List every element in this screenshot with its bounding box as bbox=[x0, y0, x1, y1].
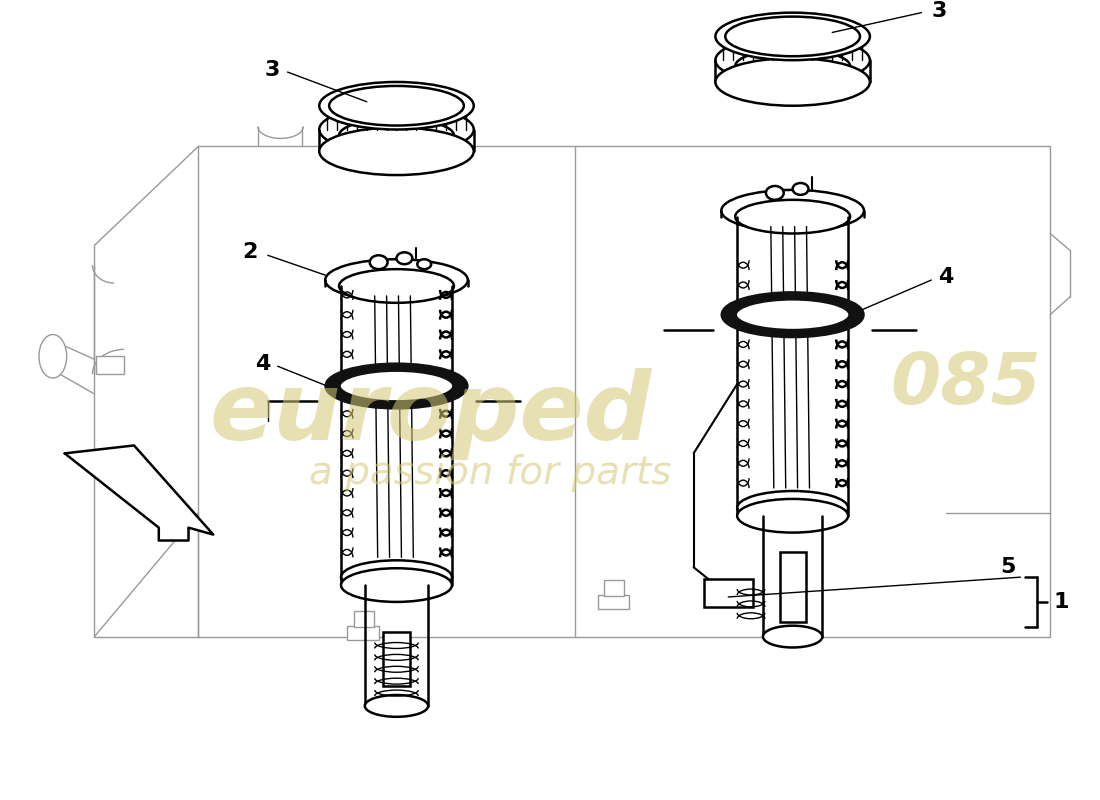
Polygon shape bbox=[65, 446, 213, 541]
Ellipse shape bbox=[319, 82, 474, 130]
Bar bbox=[346, 626, 378, 639]
Ellipse shape bbox=[722, 190, 864, 231]
Ellipse shape bbox=[715, 13, 870, 60]
Ellipse shape bbox=[339, 269, 454, 303]
Ellipse shape bbox=[339, 370, 454, 402]
Text: 4: 4 bbox=[938, 267, 954, 287]
Ellipse shape bbox=[735, 299, 850, 330]
Ellipse shape bbox=[735, 299, 850, 330]
Ellipse shape bbox=[326, 259, 468, 301]
Ellipse shape bbox=[737, 499, 848, 533]
Bar bbox=[605, 580, 625, 596]
Ellipse shape bbox=[417, 259, 431, 269]
Ellipse shape bbox=[339, 118, 454, 152]
Ellipse shape bbox=[763, 626, 823, 647]
Text: 4: 4 bbox=[255, 354, 271, 374]
Ellipse shape bbox=[396, 252, 412, 264]
Ellipse shape bbox=[319, 106, 474, 154]
Ellipse shape bbox=[735, 50, 850, 83]
Ellipse shape bbox=[766, 186, 783, 200]
Text: europed: europed bbox=[210, 368, 652, 460]
Bar bbox=[704, 579, 754, 607]
Ellipse shape bbox=[319, 127, 474, 175]
Ellipse shape bbox=[329, 86, 464, 126]
Bar bbox=[354, 611, 374, 626]
Bar bbox=[597, 595, 629, 609]
Text: 1: 1 bbox=[1054, 592, 1069, 612]
Ellipse shape bbox=[327, 366, 465, 407]
Ellipse shape bbox=[339, 370, 454, 402]
Text: 2: 2 bbox=[242, 242, 257, 262]
Bar bbox=[383, 632, 410, 686]
Ellipse shape bbox=[793, 183, 808, 195]
Bar bbox=[780, 553, 805, 622]
Ellipse shape bbox=[715, 37, 870, 84]
Ellipse shape bbox=[341, 560, 452, 594]
Ellipse shape bbox=[341, 568, 452, 602]
Text: 5: 5 bbox=[1000, 558, 1015, 578]
Ellipse shape bbox=[724, 294, 862, 335]
Ellipse shape bbox=[365, 695, 428, 717]
Ellipse shape bbox=[370, 255, 387, 269]
Text: a passion for parts: a passion for parts bbox=[309, 454, 672, 492]
Bar bbox=[97, 356, 124, 374]
Text: 3: 3 bbox=[265, 60, 280, 80]
Ellipse shape bbox=[715, 58, 870, 106]
Ellipse shape bbox=[39, 334, 67, 378]
Ellipse shape bbox=[735, 200, 850, 234]
Ellipse shape bbox=[737, 491, 848, 525]
Text: 3: 3 bbox=[932, 1, 947, 21]
Ellipse shape bbox=[725, 17, 860, 56]
Text: 085: 085 bbox=[891, 350, 1042, 418]
